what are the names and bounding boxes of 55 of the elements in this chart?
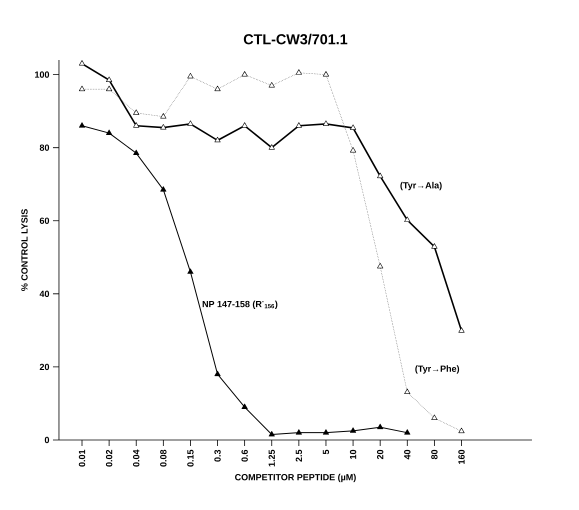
point: [350, 427, 356, 433]
y-tick-label: 0: [44, 436, 50, 444]
point: [78, 122, 86, 128]
x-tick-label: 20: [376, 450, 384, 460]
point: [242, 122, 248, 128]
point: [404, 216, 410, 222]
point: [322, 429, 330, 435]
point: [133, 150, 140, 156]
x-tick-label: 160: [458, 450, 465, 464]
y-tick-label: 40: [40, 290, 50, 298]
x-tick-label: 0.04: [133, 450, 140, 467]
x-tick-label: 1.25: [268, 450, 275, 466]
x-tick-label: 0.08: [160, 450, 167, 467]
x-tick-label: 0.01: [78, 450, 86, 467]
point: [242, 404, 248, 409]
point: [322, 120, 330, 126]
point: [214, 136, 221, 142]
y-tick-label: 60: [40, 218, 50, 224]
x-tick-label: 40: [404, 450, 410, 460]
x-tick-label: 0.15: [187, 450, 194, 467]
point: [350, 124, 356, 130]
point: [268, 144, 275, 150]
x-tick-label: 2.5: [296, 450, 302, 462]
point: [214, 370, 221, 376]
point: [187, 268, 194, 274]
point: [431, 243, 438, 249]
x-tick-label: 5: [322, 450, 330, 454]
series-label: NP 147-158 (R$^{-}$$_{156}$): [202, 300, 278, 309]
series-label: (Tyr→Ala): [400, 182, 442, 190]
x-axis-title: COMPETITOR PEPTIDE (µM): [235, 474, 356, 482]
point: [377, 424, 384, 430]
y-axis-title: % CONTROL LYSIS: [21, 209, 28, 291]
point: [106, 130, 112, 135]
x-tick-label: 80: [431, 450, 438, 460]
point: [377, 172, 384, 178]
point: [78, 60, 86, 66]
point: [187, 120, 194, 126]
point: [404, 429, 410, 435]
point: [106, 76, 112, 82]
y-tick-label: 20: [40, 364, 50, 370]
x-tick-label: 0.6: [241, 450, 248, 462]
point: [268, 431, 275, 436]
series-label: (Tyr→Phe): [415, 365, 460, 374]
point: [296, 429, 302, 435]
x-tick-label: 0.02: [106, 450, 112, 467]
point: [296, 122, 302, 128]
point: [458, 327, 465, 333]
y-tick-label: 100: [35, 71, 50, 78]
chart-title: CTL-CW3/701.1: [244, 34, 348, 44]
point: [133, 122, 140, 128]
point: [160, 186, 166, 192]
point: [160, 124, 166, 130]
y-tick-label: 80: [40, 144, 50, 151]
x-tick-label: 0.3: [214, 450, 221, 462]
x-tick-label: 10: [350, 450, 356, 459]
